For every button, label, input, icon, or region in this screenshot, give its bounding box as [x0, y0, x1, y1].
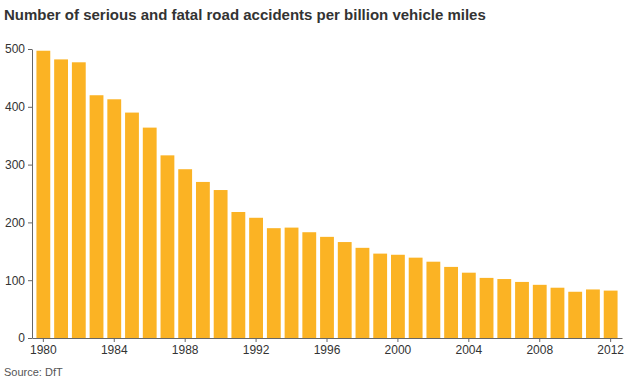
bar	[178, 169, 192, 338]
bar	[36, 51, 50, 338]
y-tick-mark	[28, 222, 32, 223]
x-tick: 1980	[30, 338, 57, 357]
bar	[409, 258, 423, 338]
bar	[391, 255, 405, 338]
bar	[480, 278, 494, 338]
y-tick-mark	[28, 280, 32, 281]
x-tick-mark	[185, 338, 186, 342]
bar	[72, 62, 86, 338]
y-tick: 200	[5, 216, 32, 230]
x-tick-mark	[43, 338, 44, 342]
bar	[533, 285, 547, 338]
x-tick-mark	[397, 338, 398, 342]
x-tick-label: 1980	[30, 343, 57, 357]
y-tick-label: 300	[5, 158, 25, 172]
y-tick-label: 0	[18, 331, 25, 345]
chart: Number of serious and fatal road acciden…	[0, 0, 624, 381]
bar	[373, 254, 387, 338]
x-tick-mark	[114, 338, 115, 342]
bar	[107, 99, 121, 338]
bar	[568, 292, 582, 338]
bar	[604, 291, 618, 338]
x-tick-label: 2004	[455, 343, 482, 357]
x-tick-mark	[468, 338, 469, 342]
x-tick: 2012	[597, 338, 624, 357]
bar	[196, 182, 210, 338]
x-tick: 1996	[314, 338, 341, 357]
bar	[90, 95, 104, 338]
x-tick-mark	[327, 338, 328, 342]
bar	[302, 232, 316, 338]
y-tick: 400	[5, 100, 32, 114]
x-tick-mark	[539, 338, 540, 342]
bar	[320, 237, 334, 338]
x-tick-label: 2012	[597, 343, 624, 357]
bar	[497, 279, 511, 338]
y-tick-mark	[28, 107, 32, 108]
bar	[586, 289, 600, 338]
x-tick-label: 2000	[385, 343, 412, 357]
y-axis: 0 100 200 300 400 500	[5, 42, 33, 345]
y-tick-label: 400	[5, 100, 25, 114]
y-axis-line	[32, 50, 33, 339]
y-tick-label: 500	[5, 42, 25, 56]
bar	[54, 59, 68, 338]
bar	[444, 267, 458, 338]
bar	[161, 155, 175, 338]
x-tick-label: 1996	[314, 343, 341, 357]
bar	[125, 113, 139, 338]
bar	[249, 218, 263, 338]
x-tick-label: 1984	[101, 343, 128, 357]
bar	[214, 190, 228, 338]
y-tick-label: 100	[5, 274, 25, 288]
bar	[285, 228, 299, 338]
x-tick-mark	[610, 338, 611, 342]
x-axis: 1980 1984 1988 1992 1996 2000 2004 2008 2012	[30, 338, 624, 357]
bar	[426, 262, 440, 338]
x-tick-mark	[256, 338, 257, 342]
bar	[267, 228, 281, 338]
y-tick-label: 200	[5, 216, 25, 230]
bar	[551, 288, 565, 338]
x-tick: 2004	[455, 338, 482, 357]
bar	[462, 273, 476, 338]
y-tick: 500	[5, 42, 32, 56]
x-tick: 1988	[172, 338, 199, 357]
x-tick: 1992	[243, 338, 270, 357]
x-tick: 1984	[101, 338, 128, 357]
bar	[338, 242, 352, 338]
x-tick-label: 1992	[243, 343, 270, 357]
bar	[231, 212, 245, 338]
y-tick-mark	[28, 338, 32, 339]
x-tick-label: 1988	[172, 343, 199, 357]
bar	[356, 248, 370, 338]
title: Number of serious and fatal road acciden…	[4, 6, 486, 23]
y-tick-mark	[28, 49, 32, 50]
x-tick: 2008	[526, 338, 553, 357]
y-tick: 100	[5, 274, 32, 288]
bar	[143, 128, 157, 338]
source: Source: DfT	[4, 366, 63, 378]
x-tick-label: 2008	[526, 343, 553, 357]
bars	[36, 51, 617, 338]
y-tick-mark	[28, 165, 32, 166]
y-tick: 300	[5, 158, 32, 172]
x-tick: 2000	[385, 338, 412, 357]
bar	[515, 282, 529, 338]
